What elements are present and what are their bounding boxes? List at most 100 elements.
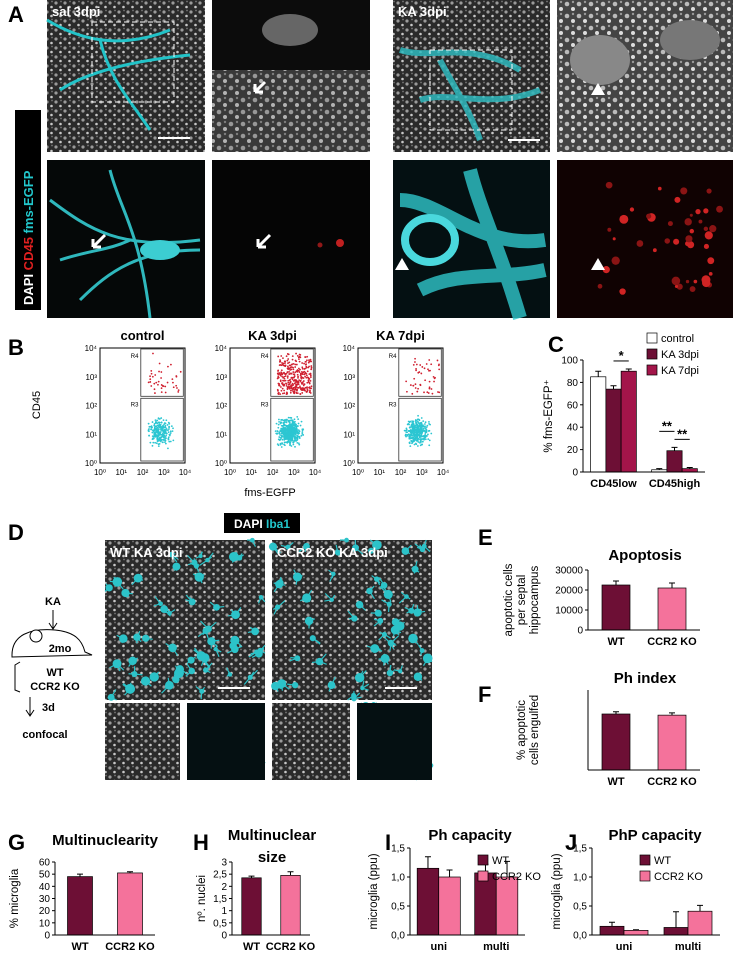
y-tick-label: 1,5	[213, 894, 227, 905]
event-dot	[417, 441, 420, 443]
event-dot	[407, 422, 410, 425]
y-tick-label: 0	[44, 931, 50, 942]
y-tick-label: 10⁴	[85, 344, 98, 353]
micrograph	[272, 703, 350, 780]
event-dot	[427, 368, 429, 371]
event-dot	[419, 422, 422, 424]
event-dot	[164, 442, 167, 445]
event-dot	[279, 442, 282, 445]
event-dot	[280, 424, 283, 427]
x-tick-label: WT	[71, 941, 88, 953]
iba1-process	[209, 601, 217, 608]
event-dot	[300, 434, 303, 437]
y-tick-label: 10¹	[343, 430, 355, 439]
event-dot	[299, 380, 302, 383]
event-dot	[301, 383, 304, 385]
y-tick-label: 10¹	[85, 430, 97, 439]
event-dot	[294, 371, 297, 374]
event-dot	[305, 360, 307, 363]
iba1-process	[423, 539, 427, 547]
event-dot	[282, 357, 284, 360]
iba1-process	[198, 576, 203, 584]
legend-swatch	[477, 870, 489, 882]
y-tick-label: 30000	[555, 566, 583, 577]
event-dot	[408, 441, 411, 444]
y-tick-label: 1	[221, 906, 227, 917]
y-tick-label: 10000	[555, 606, 583, 617]
iba1-process	[423, 545, 431, 553]
cd45-dot	[676, 283, 683, 290]
event-dot	[438, 368, 441, 371]
event-dot	[308, 386, 310, 389]
event-dot	[419, 364, 422, 366]
event-dot	[427, 392, 430, 394]
arrow	[91, 233, 107, 249]
event-dot	[285, 384, 288, 387]
cd45-dot	[689, 286, 696, 292]
event-dot	[287, 428, 290, 430]
event-dot	[300, 376, 302, 379]
event-dot	[277, 373, 280, 376]
microglia	[46, 18, 191, 131]
scheme-text: 2mo	[49, 643, 72, 655]
event-dot	[153, 388, 156, 391]
iba1-process	[275, 685, 282, 690]
micrograph	[105, 703, 180, 780]
event-dot	[277, 382, 280, 385]
cd45-dot	[689, 213, 693, 217]
y-tick-label: 2,5	[213, 870, 227, 881]
error-bar	[424, 856, 431, 869]
iba1-cell	[142, 634, 150, 642]
x-tick-label: 10¹	[115, 468, 127, 477]
event-dot	[298, 443, 301, 446]
chart-title: Ph capacity	[428, 827, 512, 844]
event-dot	[284, 379, 287, 382]
iba1-process	[379, 631, 385, 635]
event-dot	[167, 436, 170, 439]
event-dot	[306, 386, 308, 389]
bar	[681, 468, 698, 473]
event-dot	[149, 378, 152, 381]
event-dot	[304, 375, 307, 378]
event-dot	[301, 389, 304, 392]
legend-label: CCR2 KO	[654, 871, 703, 883]
event-dot	[287, 365, 289, 368]
event-dot	[164, 439, 167, 442]
y-axis-label: nº. nuclei	[196, 875, 208, 922]
event-dot	[309, 360, 312, 363]
arrow	[256, 233, 272, 249]
iba1-process	[393, 621, 401, 627]
y-tick-label: 10¹	[215, 430, 227, 439]
event-dot	[422, 420, 425, 423]
iba1-process	[414, 561, 418, 570]
iba1-process	[116, 663, 125, 671]
cd45-dot	[698, 219, 703, 224]
event-dot	[414, 357, 416, 360]
event-dot	[287, 416, 290, 419]
iba1-process	[175, 665, 180, 674]
event-dot	[428, 439, 431, 442]
event-dot	[430, 388, 433, 390]
y-tick-label: 10⁰	[343, 459, 355, 468]
iba1-process	[215, 644, 218, 650]
event-dot	[280, 364, 283, 367]
iba1-process	[109, 663, 118, 669]
iba1-process	[136, 630, 141, 638]
event-dot	[295, 436, 298, 439]
iba1-process	[200, 551, 203, 557]
event-dot	[410, 424, 413, 427]
error-bar	[446, 869, 453, 877]
iba1-process	[361, 680, 365, 689]
event-dot	[304, 372, 307, 375]
microglia	[399, 168, 547, 320]
iba1-process	[259, 644, 266, 652]
event-dot	[406, 434, 409, 437]
y-tick-label: 10	[39, 918, 51, 929]
iba1-process	[388, 603, 392, 607]
event-dot	[428, 380, 431, 383]
event-dot	[291, 382, 294, 385]
event-dot	[405, 427, 408, 430]
y-tick-label: 2	[221, 882, 227, 893]
significance-label: *	[619, 348, 625, 363]
cd45-dot	[629, 207, 635, 212]
